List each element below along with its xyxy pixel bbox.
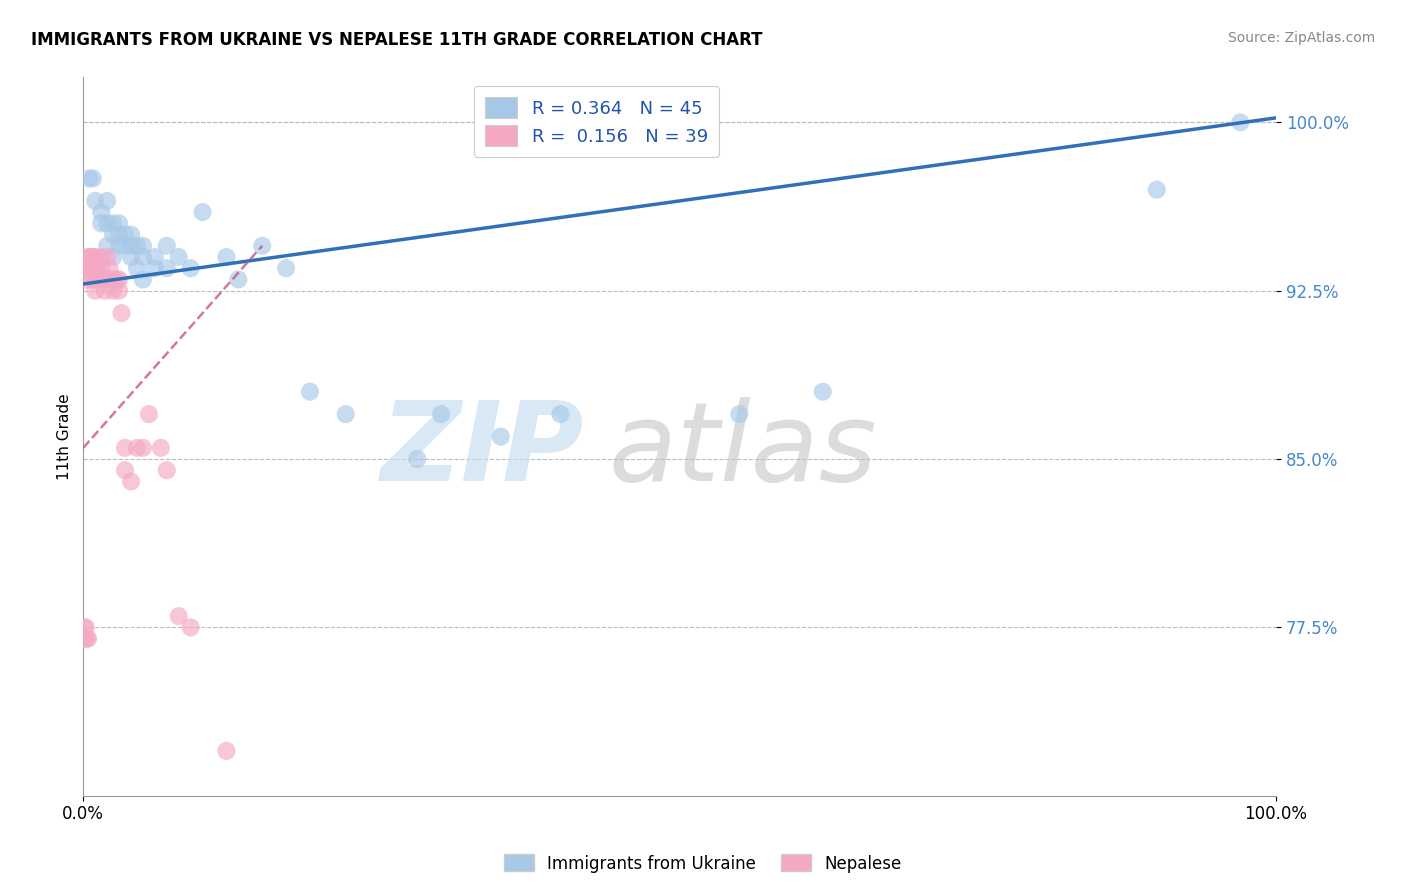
Point [120, 227, 142, 242]
Point [96, 216, 118, 230]
Point [73, 632, 96, 646]
Point [1229, 115, 1251, 129]
Y-axis label: 11th Grade: 11th Grade [58, 393, 72, 480]
Point [180, 620, 202, 634]
Point [94, 272, 117, 286]
Point [250, 239, 273, 253]
Point [167, 250, 190, 264]
Point [90, 250, 112, 264]
Point [156, 261, 179, 276]
Point [108, 227, 131, 242]
Point [75, 620, 97, 634]
Point [114, 239, 136, 253]
Legend: R = 0.364   N = 45, R =  0.156   N = 39: R = 0.364 N = 45, R = 0.156 N = 39 [474, 87, 718, 157]
Point [114, 463, 136, 477]
Point [86, 272, 108, 286]
Point [101, 284, 124, 298]
Point [406, 452, 429, 467]
Point [101, 216, 124, 230]
Text: Source: ZipAtlas.com: Source: ZipAtlas.com [1227, 31, 1375, 45]
Point [143, 261, 166, 276]
Point [98, 261, 121, 276]
Point [84, 194, 107, 208]
Legend: Immigrants from Ukraine, Nepalese: Immigrants from Ukraine, Nepalese [498, 847, 908, 880]
Point [120, 250, 142, 264]
Point [132, 250, 155, 264]
Point [125, 239, 148, 253]
Point [108, 239, 131, 253]
Point [76, 632, 98, 646]
Point [335, 407, 357, 421]
Point [108, 216, 131, 230]
Point [96, 272, 118, 286]
Point [114, 227, 136, 242]
Point [82, 250, 104, 264]
Point [811, 384, 834, 399]
Point [77, 250, 100, 264]
Point [120, 239, 142, 253]
Point [96, 194, 118, 208]
Text: atlas: atlas [609, 398, 877, 505]
Point [132, 272, 155, 286]
Point [728, 407, 751, 421]
Point [132, 239, 155, 253]
Point [125, 261, 148, 276]
Point [105, 272, 128, 286]
Point [75, 272, 97, 286]
Point [132, 441, 155, 455]
Point [180, 261, 202, 276]
Point [1146, 183, 1168, 197]
Point [86, 261, 108, 276]
Point [215, 744, 238, 758]
Point [167, 609, 190, 624]
Point [77, 171, 100, 186]
Point [83, 261, 105, 276]
Point [80, 261, 103, 276]
Point [90, 205, 112, 219]
Point [84, 284, 107, 298]
Point [215, 250, 238, 264]
Point [156, 239, 179, 253]
Point [489, 429, 512, 443]
Point [101, 250, 124, 264]
Point [77, 632, 100, 646]
Point [82, 272, 104, 286]
Point [298, 384, 321, 399]
Point [156, 463, 179, 477]
Point [73, 620, 96, 634]
Point [94, 284, 117, 298]
Point [76, 261, 98, 276]
Point [191, 205, 214, 219]
Point [274, 261, 297, 276]
Point [90, 216, 112, 230]
Point [77, 250, 100, 264]
Point [90, 261, 112, 276]
Point [84, 250, 107, 264]
Point [101, 272, 124, 286]
Point [82, 171, 104, 186]
Point [108, 284, 131, 298]
Point [138, 407, 160, 421]
Point [110, 306, 132, 320]
Text: IMMIGRANTS FROM UKRAINE VS NEPALESE 11TH GRADE CORRELATION CHART: IMMIGRANTS FROM UKRAINE VS NEPALESE 11TH… [31, 31, 762, 49]
Point [228, 272, 250, 286]
Point [108, 272, 131, 286]
Point [96, 239, 118, 253]
Text: ZIP: ZIP [381, 398, 585, 505]
Point [125, 441, 148, 455]
Point [430, 407, 453, 421]
Point [96, 250, 118, 264]
Point [77, 261, 100, 276]
Point [84, 272, 107, 286]
Point [550, 407, 572, 421]
Point [101, 227, 124, 242]
Point [143, 250, 166, 264]
Point [80, 250, 103, 264]
Point [120, 475, 142, 489]
Point [114, 441, 136, 455]
Point [149, 441, 172, 455]
